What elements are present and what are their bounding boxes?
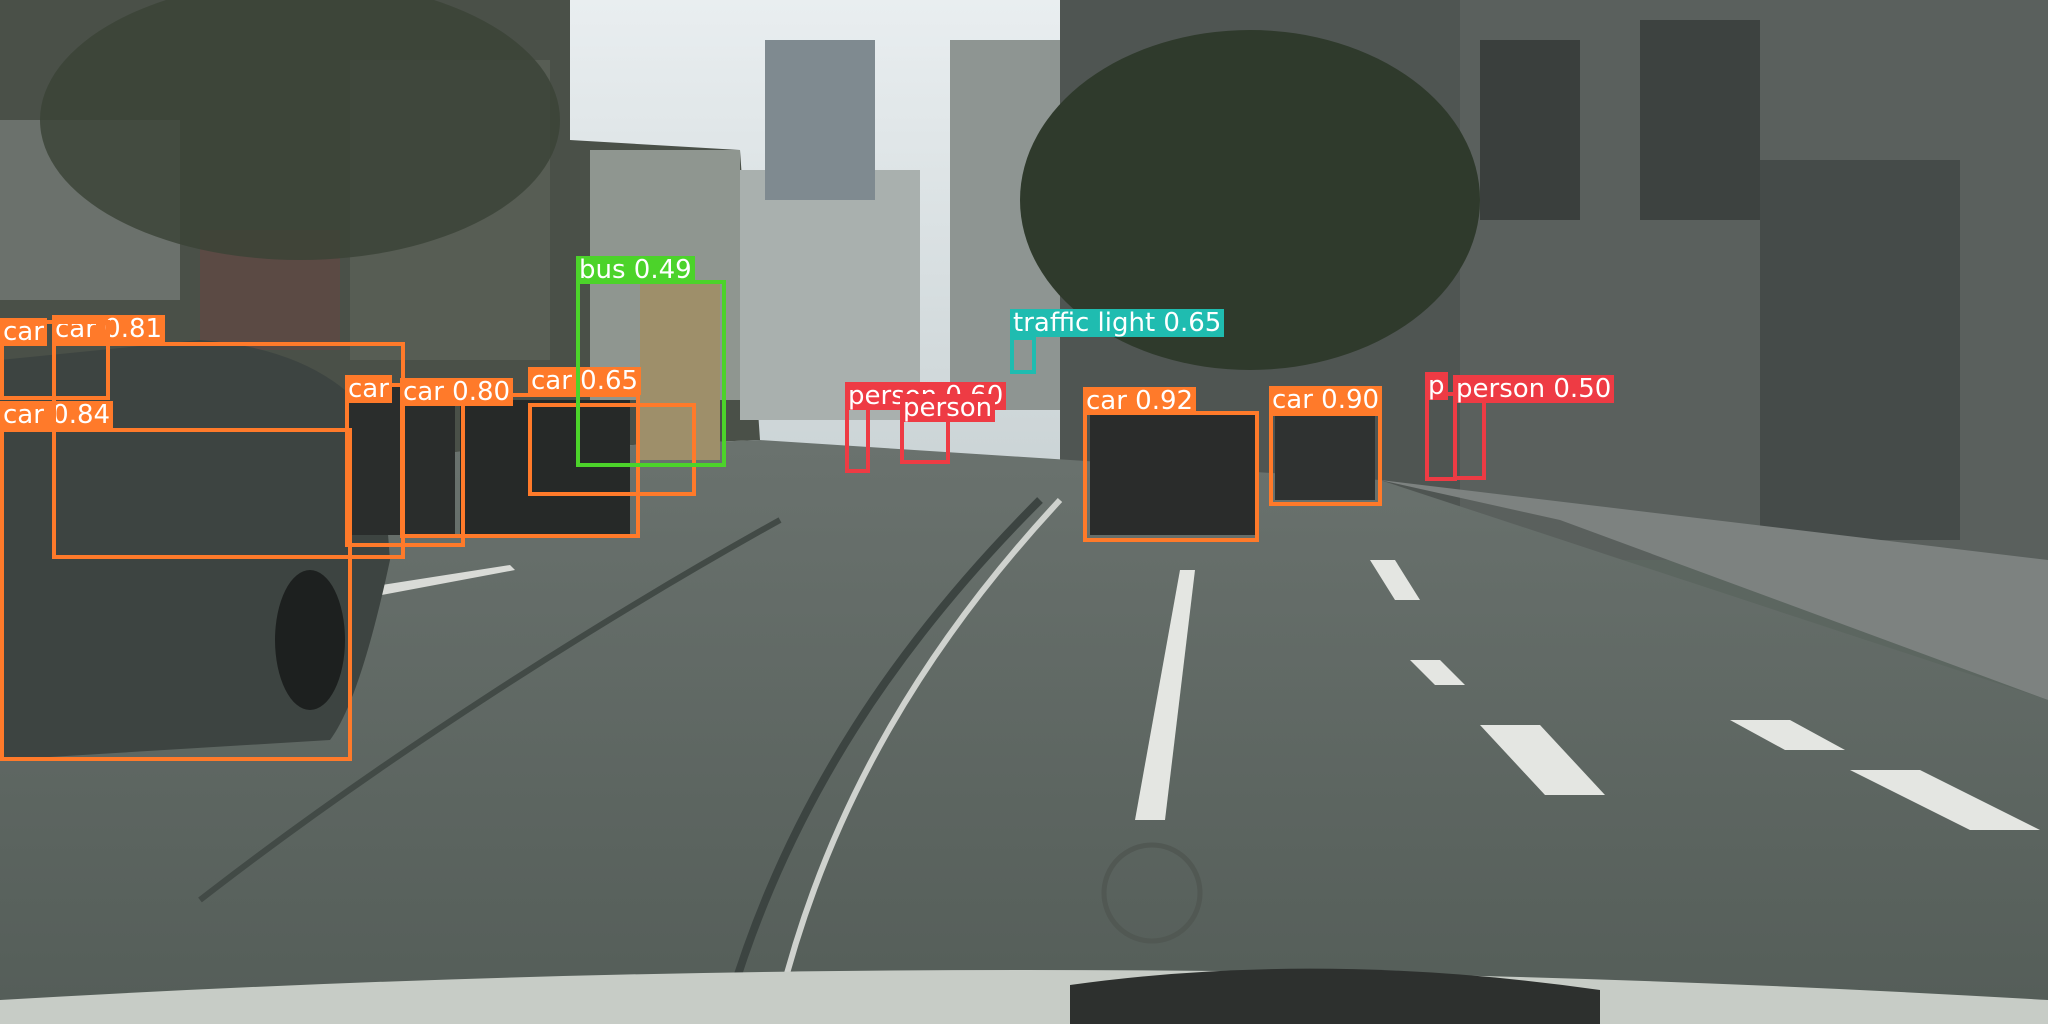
detection-box	[576, 280, 726, 467]
detection-label: car 0.80	[400, 378, 514, 406]
detection-box	[1269, 412, 1382, 506]
detection-label: car 0.84	[0, 401, 114, 429]
detection-label: p	[1425, 372, 1448, 400]
detection-label: car 0.90	[1269, 386, 1383, 414]
detection-box	[1083, 411, 1259, 542]
detection-box	[1010, 336, 1036, 374]
detection-box	[528, 403, 696, 496]
detection-label: car	[345, 375, 392, 403]
detection-box	[0, 428, 352, 761]
detection-box	[1453, 398, 1486, 480]
detection-label: traffic light 0.65	[1010, 309, 1225, 337]
detection-label: car 0.92	[1083, 387, 1197, 415]
detection-label: person 0.50	[1453, 375, 1615, 403]
detection-label: bus 0.49	[576, 256, 695, 284]
detection-label: person	[900, 394, 996, 422]
detection-label: car	[0, 318, 47, 346]
detection-box	[845, 403, 870, 473]
detection-label: car 0.65	[528, 367, 642, 395]
detection-box	[0, 320, 110, 400]
